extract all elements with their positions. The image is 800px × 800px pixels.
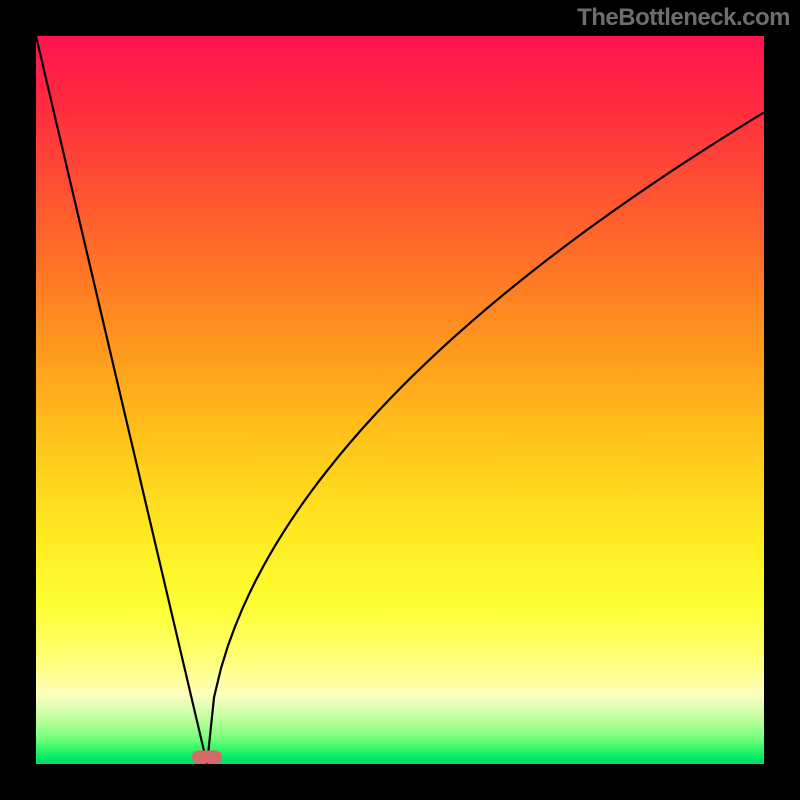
optimal-marker [192, 751, 222, 764]
watermark-text: TheBottleneck.com [577, 4, 790, 32]
bottleneck-chart [0, 0, 800, 800]
plot-background [36, 36, 764, 764]
